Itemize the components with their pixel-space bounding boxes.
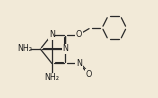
- Text: O: O: [85, 70, 92, 79]
- Text: N: N: [49, 30, 55, 39]
- Text: O: O: [76, 30, 82, 39]
- Text: N: N: [76, 59, 82, 68]
- Text: NH₂: NH₂: [17, 44, 32, 54]
- Text: NH₂: NH₂: [44, 74, 59, 83]
- Text: N: N: [63, 44, 68, 54]
